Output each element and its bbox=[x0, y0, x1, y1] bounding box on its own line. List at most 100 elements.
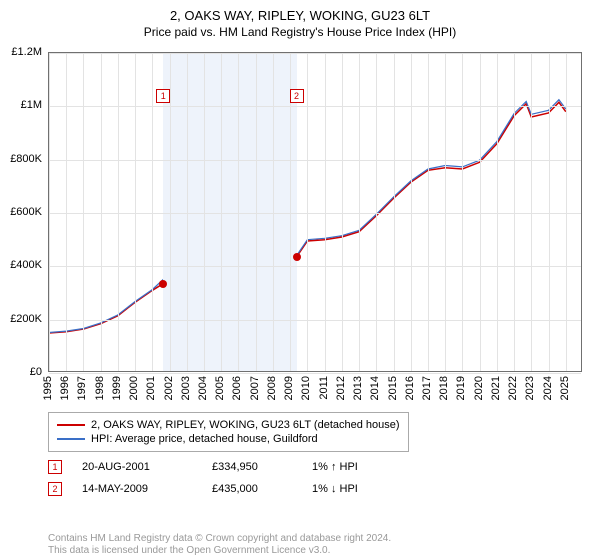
grid-h bbox=[49, 320, 581, 321]
grid-v bbox=[428, 53, 429, 371]
grid-v bbox=[445, 53, 446, 371]
sale-row-2: 2 14-MAY-2009 £435,000 1% ↓ HPI bbox=[48, 482, 358, 496]
sale-marker-2: 2 bbox=[48, 482, 62, 496]
y-axis-label: £400K bbox=[0, 259, 42, 271]
sale-date: 20-AUG-2001 bbox=[82, 461, 192, 473]
grid-v bbox=[238, 53, 239, 371]
y-axis-label: £0 bbox=[0, 366, 42, 378]
grid-v bbox=[480, 53, 481, 371]
sale-delta: 1% ↑ HPI bbox=[312, 461, 358, 473]
grid-v bbox=[83, 53, 84, 371]
grid-v bbox=[49, 53, 50, 371]
grid-v bbox=[101, 53, 102, 371]
grid-v bbox=[394, 53, 395, 371]
grid-h bbox=[49, 106, 581, 107]
x-axis-label: 2023 bbox=[524, 376, 536, 400]
x-axis-label: 1996 bbox=[59, 376, 71, 400]
x-axis-label: 1997 bbox=[76, 376, 88, 400]
grid-v bbox=[273, 53, 274, 371]
footer-line-1: Contains HM Land Registry data © Crown c… bbox=[48, 533, 391, 544]
grid-v bbox=[497, 53, 498, 371]
x-axis-label: 2010 bbox=[300, 376, 312, 400]
x-axis-label: 2009 bbox=[283, 376, 295, 400]
legend: 2, OAKS WAY, RIPLEY, WOKING, GU23 6LT (d… bbox=[48, 412, 409, 452]
x-axis-label: 1999 bbox=[111, 376, 123, 400]
sale-row-1: 1 20-AUG-2001 £334,950 1% ↑ HPI bbox=[48, 460, 358, 474]
sale-marker-1: 1 bbox=[48, 460, 62, 474]
grid-v bbox=[342, 53, 343, 371]
x-axis-label: 2021 bbox=[490, 376, 502, 400]
grid-h bbox=[49, 266, 581, 267]
legend-item: 2, OAKS WAY, RIPLEY, WOKING, GU23 6LT (d… bbox=[57, 419, 400, 431]
legend-swatch bbox=[57, 424, 85, 426]
grid-v bbox=[221, 53, 222, 371]
footer-line-2: This data is licensed under the Open Gov… bbox=[48, 545, 330, 556]
x-axis-label: 2006 bbox=[231, 376, 243, 400]
page-subtitle: Price paid vs. HM Land Registry's House … bbox=[0, 25, 600, 39]
grid-v bbox=[411, 53, 412, 371]
grid-v bbox=[256, 53, 257, 371]
x-axis-label: 1995 bbox=[42, 376, 54, 400]
grid-v bbox=[152, 53, 153, 371]
grid-h bbox=[49, 53, 581, 54]
legend-swatch bbox=[57, 438, 85, 440]
x-axis-label: 2001 bbox=[145, 376, 157, 400]
grid-v bbox=[549, 53, 550, 371]
grid-v bbox=[359, 53, 360, 371]
y-axis-label: £1.2M bbox=[0, 46, 42, 58]
grid-v bbox=[325, 53, 326, 371]
y-axis-label: £600K bbox=[0, 206, 42, 218]
x-axis-label: 2011 bbox=[318, 376, 330, 400]
chart-marker-2: 2 bbox=[290, 89, 304, 103]
grid-h bbox=[49, 373, 581, 374]
sale-date: 14-MAY-2009 bbox=[82, 483, 192, 495]
x-axis-label: 2025 bbox=[559, 376, 571, 400]
x-axis-label: 2002 bbox=[163, 376, 175, 400]
sale-price: £334,950 bbox=[212, 461, 292, 473]
x-axis-label: 2013 bbox=[352, 376, 364, 400]
x-axis-label: 2007 bbox=[249, 376, 261, 400]
x-axis-label: 2004 bbox=[197, 376, 209, 400]
grid-v bbox=[66, 53, 67, 371]
chart-dot-2 bbox=[293, 253, 301, 261]
x-axis-label: 2016 bbox=[404, 376, 416, 400]
page-title: 2, OAKS WAY, RIPLEY, WOKING, GU23 6LT bbox=[0, 0, 600, 23]
x-axis-label: 2024 bbox=[542, 376, 554, 400]
grid-v bbox=[566, 53, 567, 371]
x-axis-label: 1998 bbox=[94, 376, 106, 400]
y-axis-label: £800K bbox=[0, 153, 42, 165]
y-axis-label: £200K bbox=[0, 313, 42, 325]
grid-v bbox=[118, 53, 119, 371]
x-axis-label: 2020 bbox=[473, 376, 485, 400]
grid-v bbox=[462, 53, 463, 371]
x-axis-label: 2017 bbox=[421, 376, 433, 400]
sale-price: £435,000 bbox=[212, 483, 292, 495]
chart-marker-1: 1 bbox=[156, 89, 170, 103]
x-axis-label: 2019 bbox=[455, 376, 467, 400]
legend-label: HPI: Average price, detached house, Guil… bbox=[91, 433, 318, 445]
x-axis-label: 2015 bbox=[387, 376, 399, 400]
x-axis-label: 2022 bbox=[507, 376, 519, 400]
grid-v bbox=[376, 53, 377, 371]
x-axis-label: 2000 bbox=[128, 376, 140, 400]
legend-item: HPI: Average price, detached house, Guil… bbox=[57, 433, 400, 445]
x-axis-label: 2014 bbox=[369, 376, 381, 400]
highlight-band bbox=[163, 53, 296, 371]
grid-h bbox=[49, 160, 581, 161]
grid-h bbox=[49, 213, 581, 214]
chart-area: 12 bbox=[48, 52, 582, 372]
x-axis-label: 2012 bbox=[335, 376, 347, 400]
y-axis-label: £1M bbox=[0, 99, 42, 111]
x-axis-label: 2005 bbox=[214, 376, 226, 400]
x-axis-label: 2018 bbox=[438, 376, 450, 400]
x-axis-label: 2003 bbox=[180, 376, 192, 400]
sale-delta: 1% ↓ HPI bbox=[312, 483, 358, 495]
grid-v bbox=[135, 53, 136, 371]
x-axis-label: 2008 bbox=[266, 376, 278, 400]
grid-v bbox=[514, 53, 515, 371]
grid-v bbox=[307, 53, 308, 371]
legend-label: 2, OAKS WAY, RIPLEY, WOKING, GU23 6LT (d… bbox=[91, 419, 400, 431]
grid-v bbox=[531, 53, 532, 371]
chart-dot-1 bbox=[159, 280, 167, 288]
grid-v bbox=[204, 53, 205, 371]
